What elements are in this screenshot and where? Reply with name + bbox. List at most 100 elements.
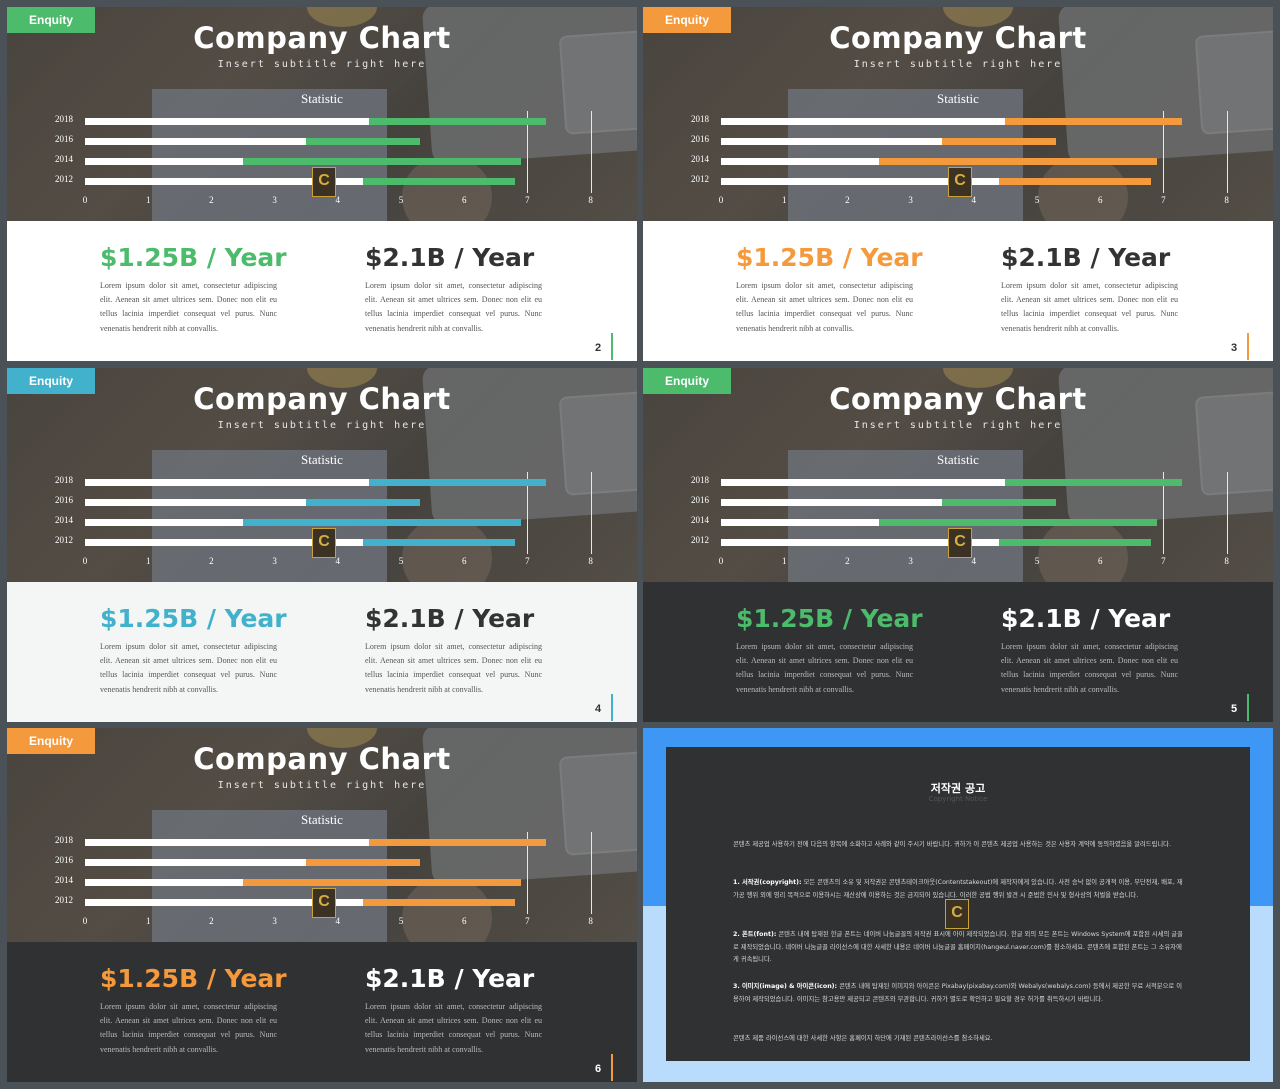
chart-title: Statistic bbox=[937, 452, 979, 467]
hand-photo bbox=[402, 878, 492, 942]
x-tick-label: 1 bbox=[145, 556, 151, 566]
x-tick-label: 5 bbox=[398, 556, 404, 566]
bar-segment bbox=[85, 519, 243, 526]
bar-segment bbox=[243, 519, 522, 526]
chart-title: Statistic bbox=[301, 812, 343, 827]
slide-subtitle: Insert subtitle right here bbox=[217, 780, 427, 791]
coffee-cup-photo bbox=[307, 7, 377, 27]
y-tick-label: 2012 bbox=[55, 895, 73, 905]
slide-header: Enquity Company Chart Insert subtitle righ… bbox=[643, 368, 1273, 582]
x-tick-label: 2 bbox=[209, 195, 214, 205]
x-tick-label: 2 bbox=[845, 195, 850, 205]
bar-segment bbox=[721, 539, 1000, 546]
right-body-text: Lorem ipsum dolor sit amet, consectetur … bbox=[1001, 281, 1178, 333]
paper-photo bbox=[788, 450, 1023, 582]
enquity-badge[interactable]: Enquity bbox=[7, 368, 95, 394]
bar-segment bbox=[721, 178, 1000, 185]
page-number: 3 bbox=[1231, 342, 1238, 354]
x-tick-label: 7 bbox=[1161, 556, 1166, 566]
copyright-para-intro: 콘텐츠 제공업 사용하기 전에 다음의 항목에 소화하고 사례와 같이 주시기 … bbox=[733, 841, 1171, 848]
slide-header: Enquity Company Chart Insert subtitle righ… bbox=[7, 368, 637, 582]
page-number: 5 bbox=[1231, 703, 1238, 715]
grid-line bbox=[590, 111, 592, 193]
hand-photo bbox=[402, 518, 492, 582]
x-tick-label: 0 bbox=[718, 556, 724, 566]
chart-slide: Enquity Company Chart Insert subtitle righ… bbox=[7, 368, 637, 722]
grid-line bbox=[527, 832, 529, 914]
page-number: 2 bbox=[595, 342, 602, 354]
bar-segment bbox=[721, 158, 879, 165]
y-tick-label: 2014 bbox=[691, 515, 709, 525]
y-tick-label: 2018 bbox=[691, 114, 709, 124]
coffee-cup-photo bbox=[943, 368, 1013, 388]
bar-segment bbox=[85, 499, 307, 506]
paper-photo bbox=[152, 450, 387, 582]
right-value: $2.1B / Year bbox=[365, 243, 535, 272]
bar-segment bbox=[363, 899, 515, 906]
paper-photo bbox=[788, 89, 1023, 221]
x-tick-label: 8 bbox=[1224, 556, 1229, 566]
bar-segment bbox=[306, 859, 420, 866]
x-tick-label: 1 bbox=[145, 916, 151, 926]
x-tick-label: 1 bbox=[781, 195, 787, 205]
enquity-badge[interactable]: Enquity bbox=[643, 7, 731, 33]
x-tick-label: 4 bbox=[335, 916, 341, 926]
bar-segment bbox=[721, 519, 879, 526]
x-tick-label: 6 bbox=[461, 195, 467, 205]
y-tick-label: 2012 bbox=[691, 535, 709, 545]
left-body-text: Lorem ipsum dolor sit amet, consectetur … bbox=[100, 281, 277, 333]
image-text: 콘텐츠 내에 탑재된 이미지와 아이콘은 Pixabay(pixabay.com… bbox=[733, 983, 1182, 1003]
bar-segment bbox=[721, 138, 943, 145]
left-body-text: Lorem ipsum dolor sit amet, consectetur … bbox=[100, 642, 277, 694]
image-heading: 3. 이미지(image) & 아이콘(icon): bbox=[733, 983, 838, 990]
font-text: 콘텐츠 내에 탑재된 한글 폰트는 네이버 나눔글꼴의 저작권 표시에 아이 제… bbox=[733, 931, 1183, 963]
page-accent-line bbox=[611, 694, 613, 721]
copyright-slide: 저작권 공고 Copyright Notice 콘텐츠 제공업 사용하기 전에 … bbox=[643, 728, 1273, 1082]
left-body-text: Lorem ipsum dolor sit amet, consectetur … bbox=[736, 281, 913, 333]
slide-header: Enquity Company Chart Insert subtitle righ… bbox=[7, 7, 637, 221]
brand-logo: C bbox=[948, 528, 972, 558]
slide-title: Company Chart bbox=[193, 742, 451, 776]
chart-title: Statistic bbox=[937, 91, 979, 106]
enquity-badge[interactable]: Enquity bbox=[643, 368, 731, 394]
x-tick-label: 0 bbox=[82, 195, 88, 205]
page-number: 4 bbox=[595, 703, 602, 715]
brand-logo: C bbox=[312, 167, 336, 197]
x-tick-label: 0 bbox=[718, 195, 724, 205]
page-accent-line bbox=[1247, 333, 1249, 360]
slide-subtitle: Insert subtitle right here bbox=[853, 420, 1063, 431]
slide-title: Company Chart bbox=[829, 21, 1087, 55]
right-value: $2.1B / Year bbox=[1001, 604, 1171, 633]
y-tick-label: 2016 bbox=[55, 855, 73, 865]
copyright-subtitle: Copyright Notice bbox=[928, 795, 988, 803]
bar-segment bbox=[721, 118, 1006, 125]
x-tick-label: 7 bbox=[525, 195, 530, 205]
x-tick-label: 3 bbox=[908, 195, 913, 205]
bar-segment bbox=[721, 479, 1006, 486]
x-tick-label: 3 bbox=[272, 916, 277, 926]
x-tick-label: 0 bbox=[82, 916, 88, 926]
copyright-para-image: 3. 이미지(image) & 아이콘(icon): 콘텐츠 내에 탑재된 이미… bbox=[733, 981, 1185, 1006]
grid-line bbox=[527, 472, 529, 554]
right-value: $2.1B / Year bbox=[365, 964, 535, 993]
bar-segment bbox=[363, 539, 515, 546]
hand-photo bbox=[1038, 157, 1128, 221]
x-tick-label: 3 bbox=[908, 556, 913, 566]
copyright-para-copyright: 1. 서작권(copyright): 모든 콘텐츠의 소유 및 저작권은 콘텐츠… bbox=[733, 877, 1185, 902]
bar-segment bbox=[85, 879, 243, 886]
bar-segment bbox=[243, 879, 522, 886]
left-value: $1.25B / Year bbox=[100, 604, 287, 633]
y-tick-label: 2014 bbox=[55, 875, 73, 885]
x-tick-label: 2 bbox=[845, 556, 850, 566]
bar-segment bbox=[85, 539, 364, 546]
x-tick-label: 8 bbox=[588, 556, 593, 566]
enquity-badge[interactable]: Enquity bbox=[7, 728, 95, 754]
coffee-cup-photo bbox=[307, 728, 377, 748]
x-tick-label: 2 bbox=[209, 556, 214, 566]
enquity-badge[interactable]: Enquity bbox=[7, 7, 95, 33]
bar-segment bbox=[369, 479, 547, 486]
paper-photo bbox=[152, 810, 387, 942]
bar-segment bbox=[942, 138, 1056, 145]
page-accent-line bbox=[1247, 694, 1249, 721]
x-tick-label: 5 bbox=[398, 195, 404, 205]
